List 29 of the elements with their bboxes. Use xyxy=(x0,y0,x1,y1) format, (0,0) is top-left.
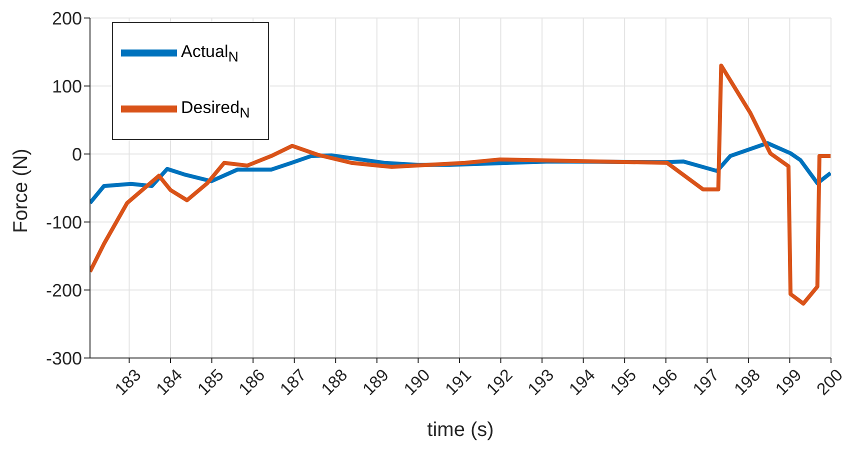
x-tick-label: 187 xyxy=(276,365,310,399)
x-tick-label: 193 xyxy=(524,365,558,399)
y-axis-title: Force (N) xyxy=(10,148,32,233)
y-tick-label: -200 xyxy=(46,280,82,300)
x-tick-label: 189 xyxy=(358,365,392,399)
x-tick-label: 185 xyxy=(194,365,228,399)
y-tick-label: 100 xyxy=(52,76,82,96)
legend-label: Actual$_{N}$ xyxy=(181,42,238,66)
y-tick-label: -300 xyxy=(46,348,82,368)
x-axis-title: time (s) xyxy=(427,419,494,441)
x-tick-label: 195 xyxy=(606,365,640,399)
y-tick-label: 0 xyxy=(72,144,82,164)
x-tick-label: 192 xyxy=(482,365,516,399)
x-tick-label: 184 xyxy=(152,365,186,399)
x-tick-label: 200 xyxy=(813,365,847,399)
x-tick-label: 191 xyxy=(442,365,476,399)
x-tick-label: 186 xyxy=(235,365,269,399)
x-tick-label: 198 xyxy=(730,365,764,399)
x-tick-label: 197 xyxy=(689,365,723,399)
x-tick-label: 199 xyxy=(772,365,806,399)
y-tick-label: -100 xyxy=(46,212,82,232)
x-tick-label: 196 xyxy=(648,365,682,399)
y-tick-label: 200 xyxy=(52,8,82,28)
legend-label: Desired$_{N}$ xyxy=(181,98,250,122)
x-tick-label: 194 xyxy=(565,365,599,399)
x-tick-label: 190 xyxy=(400,365,434,399)
x-tick-label: 188 xyxy=(318,365,352,399)
x-tick-label: 183 xyxy=(111,365,145,399)
line-series xyxy=(90,64,831,306)
